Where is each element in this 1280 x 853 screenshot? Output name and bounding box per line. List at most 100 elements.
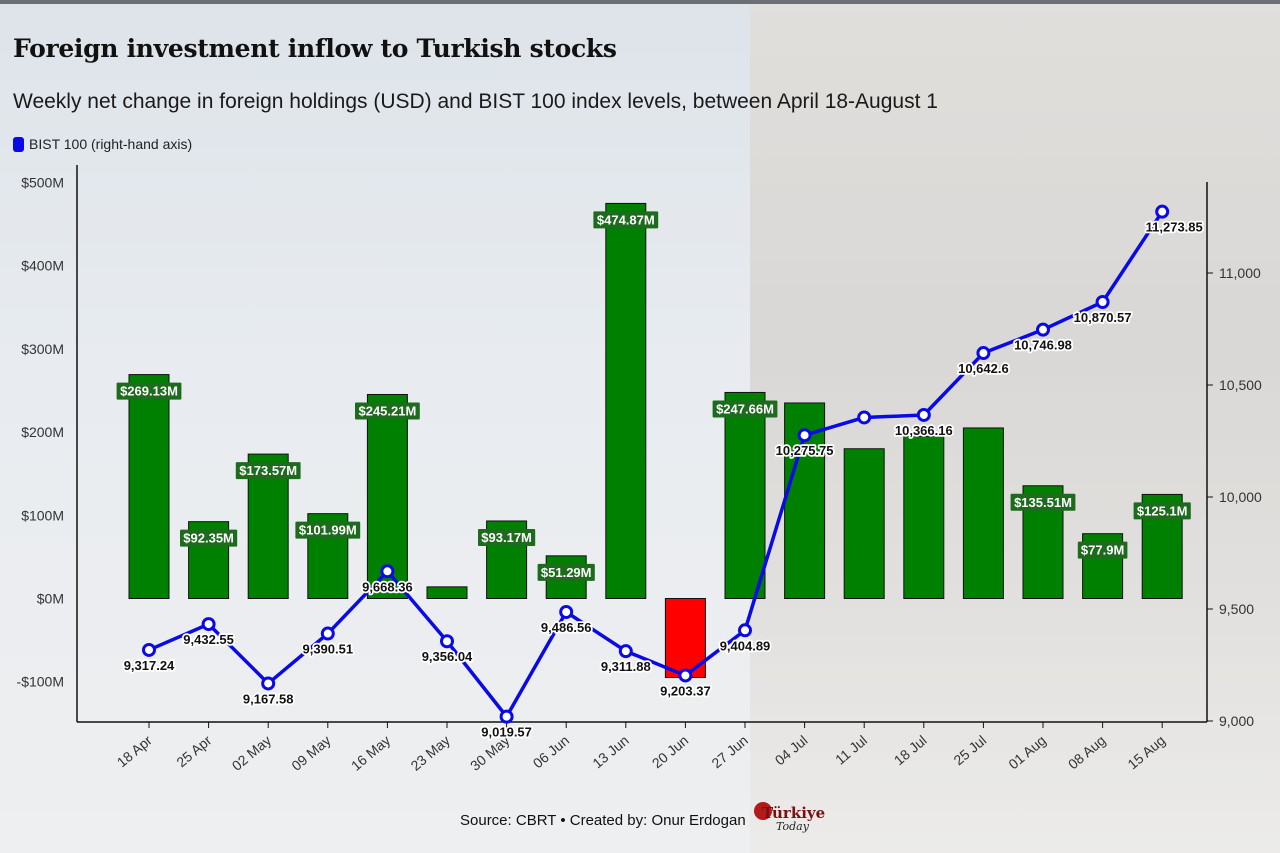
line-label-halo: 9,486.56 — [541, 620, 592, 635]
x-tick-label: 13 Jun — [589, 732, 631, 771]
x-tick-label: 27 Jun — [708, 732, 750, 771]
x-tick-label: 08 Aug — [1065, 732, 1109, 772]
right-tick-label: 10,000 — [1219, 489, 1262, 505]
left-tick-label: $200M — [21, 424, 64, 440]
right-tick-label: 11,000 — [1219, 265, 1261, 281]
x-tick-label: 11 Jul — [832, 732, 870, 768]
line-label-halo: 11,273.85 — [1146, 220, 1203, 235]
x-tick-label: 20 Jun — [649, 732, 691, 771]
x-tick-label: 09 May — [288, 732, 333, 774]
line-data-label: 9,404.89 — [720, 638, 771, 653]
bar-label-box — [116, 382, 182, 400]
x-tick-label: 06 Jun — [530, 732, 572, 771]
line-data-label: 9,668.36 — [362, 579, 413, 594]
bist100-point — [1095, 294, 1110, 309]
right-tick-label: 10,500 — [1219, 377, 1262, 393]
bar-data-label: $247.66M — [716, 401, 774, 416]
chart-title: Foreign investment inflow to Turkish sto… — [13, 34, 617, 63]
bist100-point — [499, 709, 514, 724]
legend-label: BIST 100 (right-hand axis) — [29, 136, 193, 152]
bar-data-label: $101.99M — [299, 523, 357, 538]
bist100-point — [618, 644, 633, 659]
left-tick-label: -$100M — [17, 674, 64, 690]
bist100-point — [320, 626, 335, 641]
bist100-point — [857, 410, 872, 425]
legend-swatch — [13, 136, 24, 152]
left-tick-label: $100M — [21, 507, 64, 523]
line-label-halo: 9,432.55 — [183, 632, 234, 647]
x-tick-label: 18 Apr — [114, 732, 156, 770]
logo-sub: Today — [776, 820, 809, 833]
bar-data-label: $93.17M — [481, 530, 532, 545]
bar-label-box — [355, 402, 420, 420]
source-credit: Source: CBRT • Created by: Onur Erdogan — [460, 812, 746, 829]
bist100-point — [678, 668, 693, 683]
bar — [426, 586, 468, 599]
bist100-point — [142, 642, 156, 657]
logo-mark-icon — [754, 802, 772, 820]
bar-label-box — [295, 521, 361, 539]
line-label-halo: 9,356.04 — [422, 649, 473, 664]
line-data-label: 9,203.37 — [660, 683, 711, 698]
top-strip — [0, 0, 1280, 4]
logo-text: Türkiye — [762, 804, 826, 822]
line-label-halo: 9,311.88 — [601, 659, 651, 674]
bist100-point — [1036, 322, 1050, 337]
bist100-point — [738, 623, 752, 638]
bar-data-label: $269.13M — [120, 384, 178, 399]
bist100-point — [380, 564, 395, 579]
line-data-label: 11,273.85 — [1146, 220, 1203, 235]
bar-label-box — [235, 462, 301, 480]
line-label-halo: 10,366.16 — [895, 423, 953, 438]
line-data-label: 9,167.58 — [243, 691, 294, 706]
bar-label-box — [593, 211, 659, 229]
line-data-label: 9,356.04 — [422, 649, 473, 664]
line-data-label: 9,432.55 — [183, 632, 234, 647]
line-data-label: 9,311.88 — [601, 659, 651, 674]
line-label-halo: 9,390.51 — [302, 642, 353, 657]
bar-data-label: $135.51M — [1014, 495, 1072, 510]
line-data-label: 9,486.56 — [541, 620, 592, 635]
bar — [962, 427, 1004, 599]
line-label-halo: 10,642.6 — [958, 361, 1009, 376]
right-tick-label: 9,000 — [1219, 713, 1254, 729]
line-label-halo: 10,746.98 — [1014, 338, 1072, 353]
bar — [903, 435, 945, 600]
bar-data-label: $92.35M — [183, 531, 234, 546]
line-label-halo: 9,167.58 — [243, 691, 294, 706]
line-data-label: 9,019.57 — [481, 725, 532, 740]
bar-data-label: $51.29M — [541, 565, 592, 580]
bar-label-box — [478, 528, 536, 546]
left-tick-label: $500M — [21, 175, 64, 191]
line-data-label: 10,275.75 — [776, 443, 834, 458]
line-label-halo: 9,668.36 — [362, 579, 413, 594]
right-tick-label: 9,500 — [1219, 601, 1254, 617]
bar-data-label: $125.1M — [1137, 503, 1188, 518]
line-data-label: 10,366.16 — [895, 423, 953, 438]
line-data-label: 9,390.51 — [302, 642, 353, 657]
line-label-halo: 9,317.24 — [124, 658, 175, 673]
chart-subtitle: Weekly net change in foreign holdings (U… — [13, 90, 938, 113]
left-tick-label: $400M — [21, 258, 64, 274]
left-tick-label: $300M — [21, 341, 64, 357]
bar-label-box — [712, 400, 778, 418]
left-tick-label: $0M — [37, 591, 64, 607]
line-label-halo: 10,870.57 — [1074, 310, 1132, 325]
bar — [724, 391, 766, 599]
bar — [605, 202, 647, 599]
line-data-label: 9,317.24 — [124, 658, 175, 673]
bist100-point — [797, 428, 812, 443]
bist100-point — [261, 676, 276, 691]
legend: BIST 100 (right-hand axis) — [13, 136, 192, 152]
bist100-point — [976, 346, 991, 361]
bar-data-label: $173.57M — [239, 463, 297, 478]
bist100-point — [201, 617, 216, 632]
bar-label-box — [1077, 541, 1128, 559]
x-tick-label: 15 Aug — [1124, 732, 1168, 772]
x-tick-label: 01 Aug — [1005, 732, 1049, 772]
bar-label-box — [537, 563, 595, 581]
x-tick-label: 16 May — [348, 732, 393, 774]
bar — [128, 374, 170, 599]
bar-data-label: $474.87M — [597, 212, 655, 227]
